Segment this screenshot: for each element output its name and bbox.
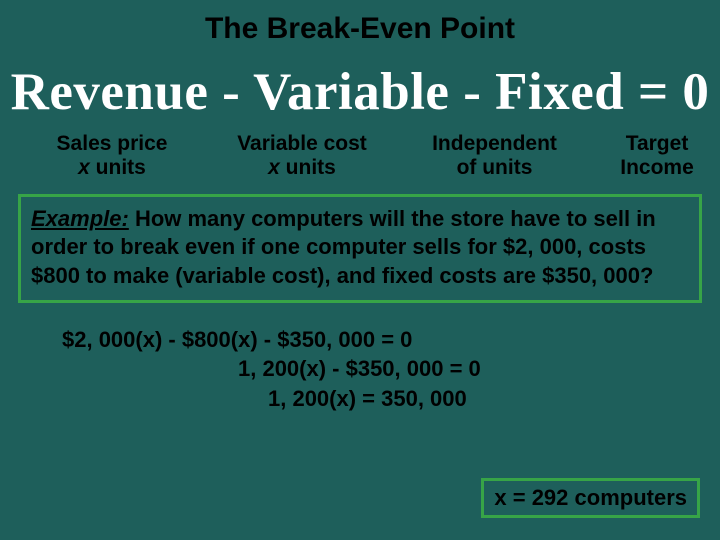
- slide-title: The Break-Even Point: [0, 0, 720, 54]
- work-line-1: $2, 000(x) - $800(x) - $350, 000 = 0: [0, 325, 720, 355]
- example-box: Example: How many computers will the sto…: [18, 194, 702, 302]
- answer-box: x = 292 computers: [481, 478, 700, 518]
- label-variable-cost-line2: x units: [227, 156, 377, 180]
- workings-block: $2, 000(x) - $800(x) - $350, 000 = 0 1, …: [0, 325, 720, 414]
- example-label: Example:: [31, 206, 129, 231]
- label-sales-price-line2: x units: [42, 156, 182, 180]
- label-target: Target Income: [612, 132, 702, 180]
- label-sales-price-line1: Sales price: [42, 132, 182, 156]
- label-variable-cost: Variable cost x units: [227, 132, 377, 180]
- label-independent-line2: of units: [422, 156, 567, 180]
- work-line-2: 1, 200(x) - $350, 000 = 0: [0, 354, 720, 384]
- label-sales-price: Sales price x units: [42, 132, 182, 180]
- label-independent: Independent of units: [422, 132, 567, 180]
- equation-labels-row: Sales price x units Variable cost x unit…: [0, 132, 720, 180]
- label-variable-cost-line1: Variable cost: [227, 132, 377, 156]
- italic-x: x: [78, 156, 90, 179]
- work-line-3: 1, 200(x) = 350, 000: [0, 384, 720, 414]
- label-target-line1: Target: [612, 132, 702, 156]
- units-text: units: [280, 156, 336, 179]
- main-equation: Revenue - Variable - Fixed = 0: [0, 54, 720, 132]
- label-independent-line1: Independent: [422, 132, 567, 156]
- units-text: units: [90, 156, 146, 179]
- label-target-line2: Income: [612, 156, 702, 180]
- italic-x: x: [268, 156, 280, 179]
